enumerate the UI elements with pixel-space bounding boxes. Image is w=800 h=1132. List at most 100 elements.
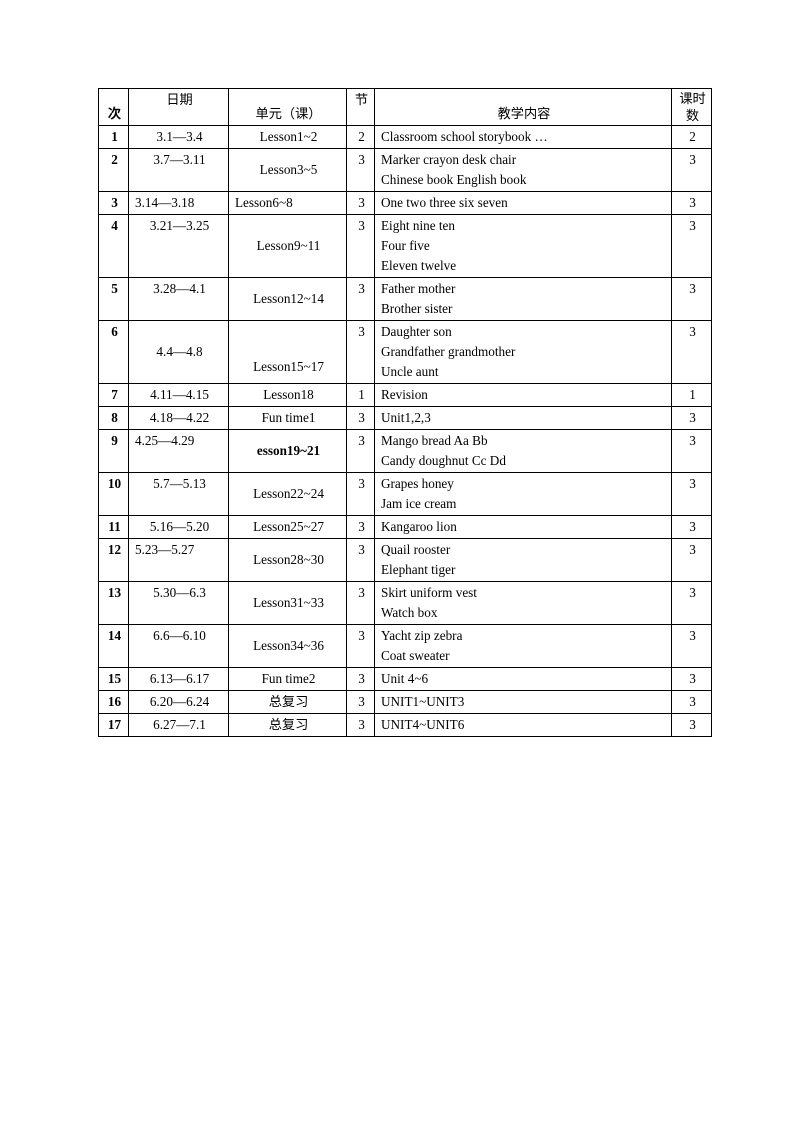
row-content: Unit 4~6	[375, 668, 672, 691]
table-row: 115.16—5.20Lesson25~273Kangaroo lion3	[99, 516, 712, 539]
row-num: 3	[99, 192, 129, 215]
row-section: 2	[347, 126, 375, 149]
header-section: 节	[347, 89, 375, 126]
row-date: 6.27—7.1	[129, 714, 229, 737]
row-unit: Lesson15~17	[229, 321, 347, 384]
table-row: 156.13—6.17Fun time23Unit 4~63	[99, 668, 712, 691]
row-content: UNIT1~UNIT3	[375, 691, 672, 714]
row-hours: 3	[672, 473, 712, 516]
row-section: 3	[347, 625, 375, 668]
row-section: 3	[347, 192, 375, 215]
row-hours: 3	[672, 430, 712, 473]
row-date: 4.4—4.8	[129, 321, 229, 384]
row-hours: 3	[672, 407, 712, 430]
row-num: 6	[99, 321, 129, 384]
row-content: Skirt uniform vest Watch box	[375, 582, 672, 625]
row-section: 3	[347, 407, 375, 430]
row-num: 9	[99, 430, 129, 473]
header-date: 日期	[129, 89, 229, 126]
row-content: Marker crayon desk chair Chinese book En…	[375, 149, 672, 192]
row-num: 15	[99, 668, 129, 691]
row-section: 3	[347, 516, 375, 539]
row-unit: Fun time1	[229, 407, 347, 430]
row-section: 3	[347, 473, 375, 516]
row-section: 3	[347, 215, 375, 278]
table-row: 53.28—4.1Lesson12~143Father mother Broth…	[99, 278, 712, 321]
row-date: 3.1—3.4	[129, 126, 229, 149]
row-section: 3	[347, 321, 375, 384]
row-content: Father mother Brother sister	[375, 278, 672, 321]
row-date: 5.16—5.20	[129, 516, 229, 539]
row-num: 1	[99, 126, 129, 149]
row-section: 3	[347, 430, 375, 473]
row-content: Mango bread Aa Bb Candy doughnut Cc Dd	[375, 430, 672, 473]
row-section: 3	[347, 691, 375, 714]
table-row: 84.18—4.22Fun time13Unit1,2,33	[99, 407, 712, 430]
row-hours: 3	[672, 691, 712, 714]
row-num: 11	[99, 516, 129, 539]
row-content: Quail rooster Elephant tiger	[375, 539, 672, 582]
table-row: 146.6—6.10Lesson34~363Yacht zip zebra Co…	[99, 625, 712, 668]
row-hours: 1	[672, 384, 712, 407]
table-row: 23.7—3.11Lesson3~53Marker crayon desk ch…	[99, 149, 712, 192]
row-section: 3	[347, 582, 375, 625]
row-unit: 总复习	[229, 714, 347, 737]
table-row: 64.4—4.8Lesson15~173Daughter son Grandfa…	[99, 321, 712, 384]
row-num: 4	[99, 215, 129, 278]
row-date: 4.18—4.22	[129, 407, 229, 430]
row-content: Yacht zip zebra Coat sweater	[375, 625, 672, 668]
row-content: Eight nine ten Four five Eleven twelve	[375, 215, 672, 278]
row-hours: 3	[672, 625, 712, 668]
row-unit: esson19~21	[229, 430, 347, 473]
row-unit: Lesson9~11	[229, 215, 347, 278]
row-num: 8	[99, 407, 129, 430]
schedule-table: 次 日期 单元（课） 节 教学内容 课时数 13.1—3.4Lesson1~22…	[98, 88, 712, 737]
row-hours: 3	[672, 278, 712, 321]
header-content: 教学内容	[375, 89, 672, 126]
row-unit: Lesson28~30	[229, 539, 347, 582]
row-content: UNIT4~UNIT6	[375, 714, 672, 737]
table-row: 105.7—5.13Lesson22~243Grapes honey Jam i…	[99, 473, 712, 516]
row-hours: 3	[672, 539, 712, 582]
row-hours: 3	[672, 192, 712, 215]
row-unit: Fun time2	[229, 668, 347, 691]
row-date: 4.11—4.15	[129, 384, 229, 407]
row-date: 6.13—6.17	[129, 668, 229, 691]
row-unit: Lesson34~36	[229, 625, 347, 668]
row-unit: Lesson25~27	[229, 516, 347, 539]
row-num: 17	[99, 714, 129, 737]
row-hours: 3	[672, 321, 712, 384]
header-num: 次	[99, 89, 129, 126]
row-section: 1	[347, 384, 375, 407]
row-content: Kangaroo lion	[375, 516, 672, 539]
row-unit: 总复习	[229, 691, 347, 714]
row-date: 5.30—6.3	[129, 582, 229, 625]
row-date: 5.7—5.13	[129, 473, 229, 516]
table-row: 135.30—6.3Lesson31~333Skirt uniform vest…	[99, 582, 712, 625]
row-content: Daughter son Grandfather grandmother Unc…	[375, 321, 672, 384]
row-section: 3	[347, 149, 375, 192]
row-unit: Lesson1~2	[229, 126, 347, 149]
row-hours: 3	[672, 668, 712, 691]
row-date: 6.6—6.10	[129, 625, 229, 668]
row-unit: Lesson3~5	[229, 149, 347, 192]
row-num: 10	[99, 473, 129, 516]
header-hours: 课时数	[672, 89, 712, 126]
row-unit: Lesson22~24	[229, 473, 347, 516]
row-hours: 3	[672, 516, 712, 539]
row-num: 12	[99, 539, 129, 582]
row-unit: Lesson31~33	[229, 582, 347, 625]
table-row: 43.21—3.25Lesson9~113Eight nine ten Four…	[99, 215, 712, 278]
table-row: 13.1—3.4Lesson1~22Classroom school story…	[99, 126, 712, 149]
row-content: Classroom school storybook …	[375, 126, 672, 149]
row-unit: Lesson6~8	[229, 192, 347, 215]
row-hours: 3	[672, 714, 712, 737]
row-num: 16	[99, 691, 129, 714]
row-date: 3.14—3.18	[129, 192, 229, 215]
row-section: 3	[347, 278, 375, 321]
row-date: 3.28—4.1	[129, 278, 229, 321]
row-num: 13	[99, 582, 129, 625]
table-row: 94.25—4.29esson19~213Mango bread Aa Bb C…	[99, 430, 712, 473]
row-num: 2	[99, 149, 129, 192]
row-num: 7	[99, 384, 129, 407]
